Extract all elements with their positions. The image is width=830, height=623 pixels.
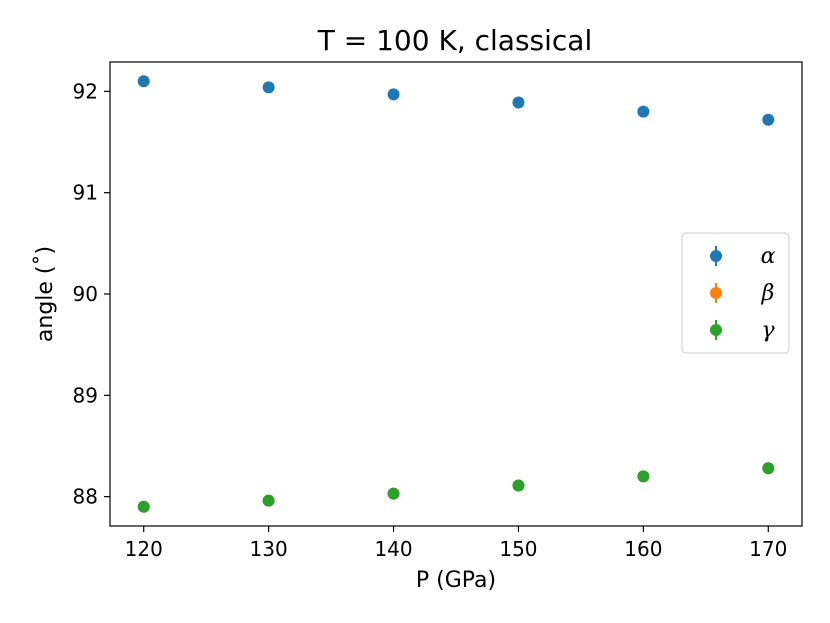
point-series-2-0 (137, 500, 150, 513)
point-series-0-3 (512, 96, 525, 109)
legend: αβγ (681, 232, 790, 354)
point-series-2-2 (387, 487, 400, 500)
x-axis-label: P (GPa) (416, 568, 496, 593)
data-points (137, 75, 775, 513)
x-tick-label: 170 (749, 537, 787, 561)
point-series-0-0 (137, 75, 150, 88)
y-tick-label: 89 (73, 383, 98, 407)
y-axis-ticks: 88 89 90 91 92 (73, 79, 110, 509)
point-series-2-3 (512, 479, 525, 492)
legend-marker-2 (710, 324, 722, 336)
point-series-2-5 (762, 462, 775, 475)
x-tick-label: 130 (250, 537, 288, 561)
x-tick-label: 140 (374, 537, 412, 561)
y-tick-label: 90 (73, 282, 98, 306)
chart-title: T = 100 K, classical (317, 24, 593, 57)
legend-label-0: α (761, 244, 776, 269)
legend-marker-1 (710, 287, 722, 299)
y-tick-label: 88 (73, 485, 98, 509)
legend-box (681, 232, 790, 354)
x-tick-label: 150 (499, 537, 537, 561)
x-tick-label: 160 (624, 537, 662, 561)
point-series-0-5 (762, 113, 775, 126)
legend-label-1: β (761, 281, 775, 306)
point-series-0-2 (387, 88, 400, 101)
point-series-0-1 (262, 81, 275, 94)
y-tick-label: 92 (73, 79, 98, 103)
point-series-0-4 (637, 105, 650, 118)
y-tick-label: 91 (73, 181, 98, 205)
y-axis-label: angle (˚) (33, 246, 58, 342)
legend-marker-0 (710, 250, 722, 262)
x-axis-ticks: 120 130 140 150 160 170 (125, 526, 787, 561)
x-tick-label: 120 (125, 537, 163, 561)
point-series-2-4 (637, 470, 650, 483)
point-series-2-1 (262, 494, 275, 507)
legend-label-2: γ (761, 318, 775, 343)
